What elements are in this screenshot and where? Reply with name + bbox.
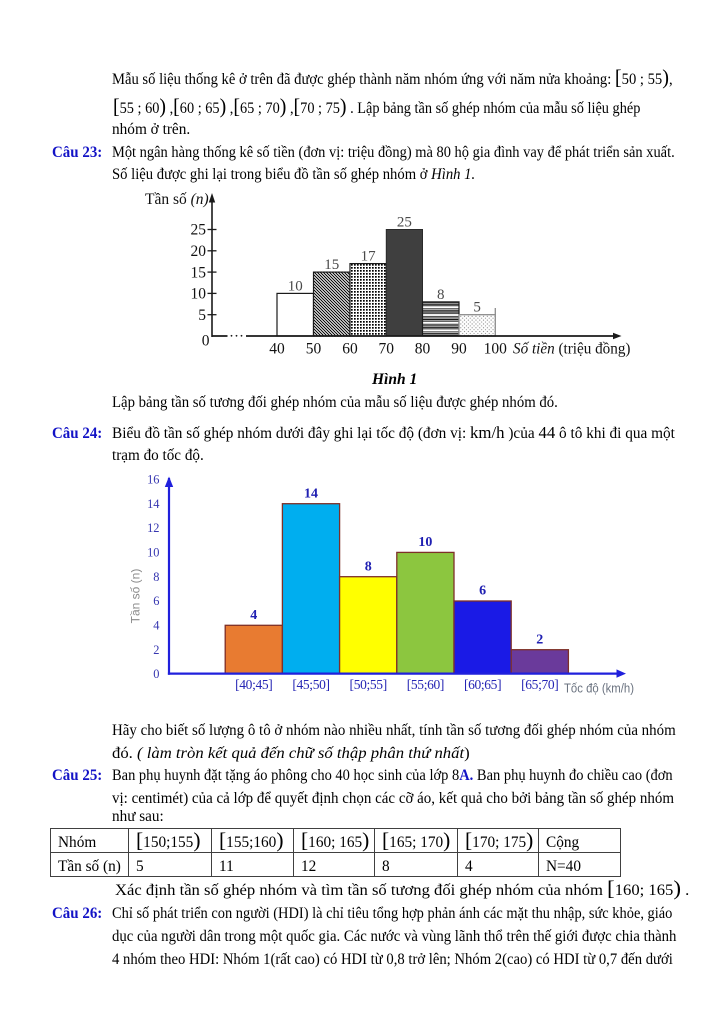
svg-text:70: 70 <box>379 341 395 358</box>
svg-text:14: 14 <box>147 497 159 511</box>
svg-text:4: 4 <box>153 619 159 633</box>
svg-text:Tần số (n): Tần số (n) <box>145 191 209 208</box>
svg-text:Tần số (n): Tần số (n) <box>129 569 143 624</box>
svg-text:100: 100 <box>484 341 508 358</box>
svg-text:2: 2 <box>153 643 159 657</box>
svg-text:2: 2 <box>536 633 543 648</box>
svg-text:50: 50 <box>306 341 322 358</box>
svg-text:4: 4 <box>250 608 257 623</box>
svg-text:90: 90 <box>451 341 467 358</box>
svg-text:80: 80 <box>415 341 431 358</box>
svg-text:6: 6 <box>479 584 486 599</box>
svg-text:Số tiền (triệu đồng): Số tiền (triệu đồng) <box>513 341 631 358</box>
svg-text:10: 10 <box>191 286 207 303</box>
svg-text:17: 17 <box>361 249 377 265</box>
svg-text:60: 60 <box>342 341 358 358</box>
svg-text:10: 10 <box>288 278 303 294</box>
svg-text:5: 5 <box>473 300 481 316</box>
svg-text:20: 20 <box>191 243 207 260</box>
svg-text:5: 5 <box>198 307 206 324</box>
svg-text:10: 10 <box>418 535 432 550</box>
svg-text:[50;55]: [50;55] <box>350 677 387 692</box>
svg-text:15: 15 <box>191 264 207 281</box>
svg-text:40: 40 <box>269 341 285 358</box>
svg-text:[55;60]: [55;60] <box>407 677 444 692</box>
svg-text:25: 25 <box>397 215 412 231</box>
svg-text:25: 25 <box>191 222 207 239</box>
svg-text:8: 8 <box>437 287 445 303</box>
svg-text:6: 6 <box>153 594 159 608</box>
svg-text:0: 0 <box>153 667 159 681</box>
svg-text:[60;65]: [60;65] <box>464 677 501 692</box>
svg-text:8: 8 <box>365 560 372 575</box>
svg-text:Tốc độ (km/h): Tốc độ (km/h) <box>564 682 634 696</box>
svg-text:14: 14 <box>304 487 318 502</box>
svg-text:8: 8 <box>153 570 159 584</box>
svg-text:[40;45]: [40;45] <box>235 677 272 692</box>
svg-text:[45;50]: [45;50] <box>292 677 329 692</box>
svg-text:10: 10 <box>147 546 159 560</box>
svg-text:15: 15 <box>324 257 339 273</box>
svg-text:16: 16 <box>147 473 159 487</box>
svg-text:[65;70]: [65;70] <box>521 677 558 692</box>
svg-text:12: 12 <box>147 521 159 535</box>
svg-text:0: 0 <box>202 333 210 350</box>
